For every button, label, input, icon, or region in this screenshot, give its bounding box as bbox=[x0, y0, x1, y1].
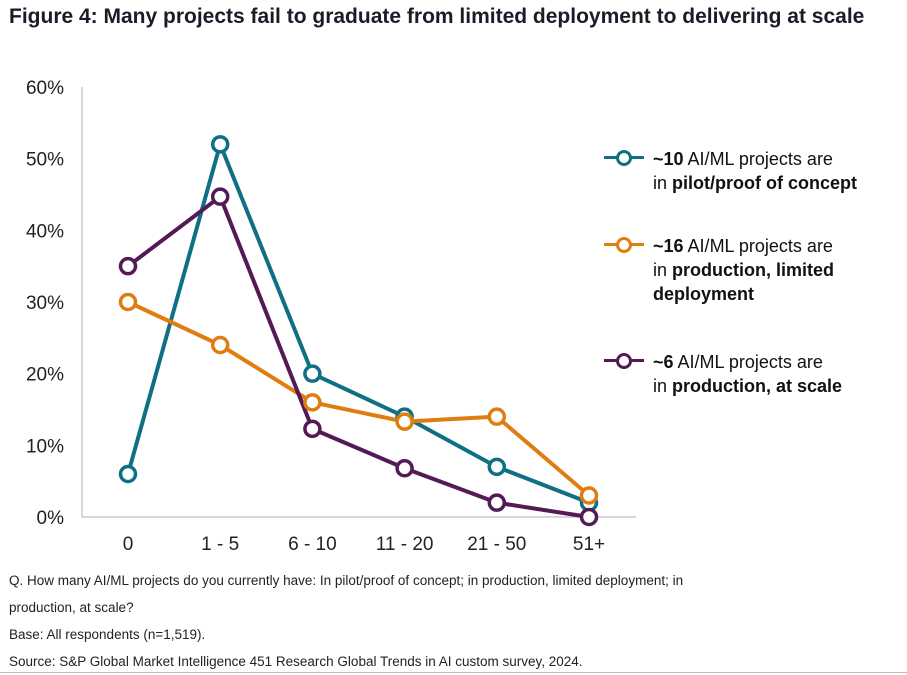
y-tick-label: 30% bbox=[26, 293, 64, 314]
data-point-marker bbox=[210, 187, 230, 206]
series-line-1 bbox=[126, 300, 591, 498]
data-point-marker bbox=[395, 412, 414, 431]
data-point-marker bbox=[118, 256, 138, 276]
legend-swatch-marker bbox=[616, 353, 632, 369]
data-point-marker bbox=[487, 457, 507, 477]
data-point-marker bbox=[395, 459, 414, 478]
base-note: Base: All respondents (n=1,519). bbox=[9, 627, 206, 642]
chart-notes: Q. How many AI/ML projects do you curren… bbox=[9, 567, 889, 675]
data-point-marker bbox=[210, 335, 230, 355]
y-tick-label: 20% bbox=[26, 365, 64, 386]
legend-label: ~16 AI/ML projects are in production, li… bbox=[653, 236, 835, 304]
data-point-marker bbox=[487, 493, 507, 512]
x-tick-label: 1 - 5 bbox=[201, 534, 239, 555]
footer-divider bbox=[0, 672, 907, 673]
x-tick-label: 0 bbox=[123, 534, 134, 555]
legend-swatch-marker bbox=[616, 150, 632, 166]
y-tick-label: 60% bbox=[26, 78, 64, 99]
data-point-marker bbox=[579, 486, 599, 505]
series-line-2 bbox=[126, 194, 591, 519]
figure-title: Figure 4: Many projects fail to graduate… bbox=[9, 5, 865, 28]
series-line-0 bbox=[126, 142, 591, 505]
x-tick-label: 51+ bbox=[573, 534, 605, 555]
x-tick-label: 21 - 50 bbox=[467, 534, 526, 555]
source-note: Source: S&P Global Market Intelligence 4… bbox=[9, 654, 583, 669]
line-chart: 0% 10% 20% 30% 40% 50% 60% 0 1 - 5 6 - 10 11 - 20 2… bbox=[26, 78, 636, 555]
data-point-marker bbox=[303, 419, 322, 439]
y-tick-label: 40% bbox=[26, 221, 64, 242]
survey-question-cont: production, at scale? bbox=[9, 600, 134, 615]
y-tick-label: 0% bbox=[37, 508, 65, 529]
data-point-marker bbox=[303, 364, 322, 383]
y-tick-label: 50% bbox=[26, 150, 64, 171]
legend-label: ~10 AI/ML projects are in pilot/proof of… bbox=[653, 149, 857, 193]
x-tick-label: 11 - 20 bbox=[376, 534, 434, 555]
data-point-marker bbox=[303, 393, 322, 412]
data-point-marker bbox=[210, 135, 230, 154]
data-point-marker bbox=[118, 292, 138, 312]
data-point-marker bbox=[118, 464, 138, 484]
x-tick-label: 6 - 10 bbox=[288, 534, 337, 555]
data-point-marker bbox=[579, 507, 599, 527]
y-tick-label: 10% bbox=[26, 436, 64, 457]
survey-question: Q. How many AI/ML projects do you curren… bbox=[9, 573, 684, 588]
data-point-marker bbox=[487, 407, 507, 426]
legend-swatch-marker bbox=[616, 237, 632, 253]
legend-label: ~6 AI/ML projects are in production, at … bbox=[653, 352, 843, 396]
